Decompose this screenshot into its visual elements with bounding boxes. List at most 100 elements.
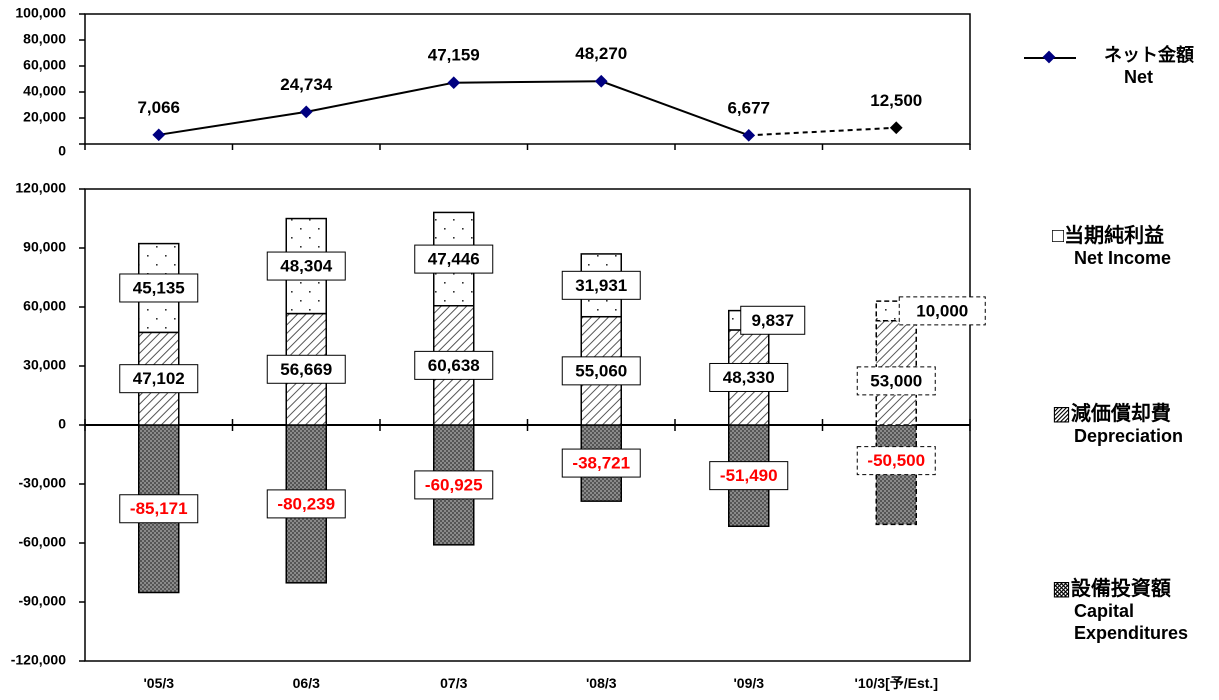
label-depreciation-box <box>414 350 494 380</box>
net-line-segment <box>748 126 897 137</box>
label-depreciation-box <box>709 362 789 392</box>
bottom-y-tick-label: -30,000 <box>19 475 67 491</box>
net-income-swatch-icon: □ <box>1052 225 1065 247</box>
legend-capex-label-ja: 設備投資額 <box>1070 578 1171 600</box>
net-line-segment <box>306 81 454 113</box>
net-point <box>742 128 756 142</box>
legend-net-label-ja: ネット金額 <box>1104 45 1194 65</box>
label-capex: -85,171 <box>119 494 199 524</box>
label-capex-text: -85,171 <box>130 499 188 518</box>
label-capex: -38,721 <box>561 448 641 478</box>
label-capex: -80,239 <box>266 489 346 519</box>
label-depreciation-text: 55,060 <box>575 361 627 380</box>
top-y-tick-label: 0 <box>58 143 66 159</box>
label-depreciation: 55,060 <box>561 356 641 386</box>
legend-net-income-label-ja: 当期純利益 <box>1064 225 1165 247</box>
x-category-label: '05/3 <box>143 675 174 691</box>
legend-depreciation-label-en: Depreciation <box>1074 426 1184 446</box>
label-depreciation-text: 47,102 <box>133 369 185 388</box>
legend-capex: ▩設備投資額 Capital Expenditures <box>1052 578 1188 644</box>
net-data-label: 7,066 <box>137 98 180 117</box>
label-depreciation-text: 56,669 <box>280 360 332 379</box>
bottom-y-tick-label: -90,000 <box>19 593 67 609</box>
top-line-plot: 0 20,000 40,000 60,000 80,000 100,000 7,066 24,… <box>15 5 971 159</box>
capex-swatch-icon: ▩ <box>1052 578 1071 600</box>
label-depreciation: 60,638 <box>414 350 494 380</box>
label-depreciation: 47,102 <box>119 364 199 394</box>
label-net-income-box <box>740 305 806 335</box>
label-depreciation-box <box>266 354 346 384</box>
net-point <box>299 105 313 119</box>
bottom-y-tick-label: -120,000 <box>11 652 66 668</box>
label-net-income-text: 31,931 <box>575 276 627 295</box>
label-depreciation-text: 60,638 <box>428 356 480 375</box>
legend-capex-label-en-1: Capital <box>1074 601 1135 621</box>
bottom-y-tick-label: 90,000 <box>23 239 66 255</box>
net-line-segment <box>453 80 602 84</box>
label-depreciation-box <box>561 356 641 386</box>
label-depreciation-text: 48,330 <box>723 368 775 387</box>
label-net-income-text: 9,837 <box>751 311 794 330</box>
label-net-income: 9,837 <box>740 305 806 335</box>
net-point <box>594 74 608 88</box>
label-capex-box <box>266 489 346 519</box>
label-capex-text: -80,239 <box>277 494 335 513</box>
label-capex: -50,500 <box>856 446 936 476</box>
label-net-income-box <box>119 273 199 303</box>
net-point <box>889 121 903 135</box>
label-capex-text: -38,721 <box>572 454 630 473</box>
bottom-y-tick-label: -60,000 <box>19 534 67 550</box>
label-net-income: 45,135 <box>119 273 199 303</box>
bottom-bar-plot: 120,000 90,000 60,000 30,000 0 -30,000 -60,000… <box>11 180 986 691</box>
depreciation-swatch-icon: ▨ <box>1052 403 1071 425</box>
net-data-label: 47,159 <box>428 46 480 65</box>
x-category-label: 06/3 <box>293 675 320 691</box>
label-depreciation: 53,000 <box>856 366 936 396</box>
legend-depreciation-label-ja: 減価償却費 <box>1070 403 1171 425</box>
top-y-tick-label: 40,000 <box>23 83 66 99</box>
label-depreciation-box <box>119 364 199 394</box>
label-depreciation-box <box>856 366 936 396</box>
net-data-label: 12,500 <box>870 91 922 110</box>
label-capex-text: -60,925 <box>425 475 483 494</box>
legend-net-line-icon <box>1024 50 1076 64</box>
x-category-label: '08/3 <box>586 675 617 691</box>
label-net-income-box <box>266 251 346 281</box>
x-category-label: '09/3 <box>733 675 764 691</box>
bottom-y-tick-label: 120,000 <box>15 180 66 196</box>
label-capex: -60,925 <box>414 470 494 500</box>
top-y-tick-label: 60,000 <box>23 57 66 73</box>
label-net-income-box <box>414 244 494 274</box>
label-net-income: 31,931 <box>561 270 641 300</box>
label-net-income-box <box>561 270 641 300</box>
label-net-income-text: 10,000 <box>916 301 968 320</box>
label-capex-box <box>709 461 789 491</box>
label-net-income: 47,446 <box>414 244 494 274</box>
top-y-tick-label: 20,000 <box>23 109 66 125</box>
label-capex: -51,490 <box>709 461 789 491</box>
bottom-y-tick-label: 60,000 <box>23 298 66 314</box>
legend-depreciation: ▨減価償却費 Depreciation <box>1052 403 1183 447</box>
net-data-label: 6,677 <box>727 98 770 117</box>
label-depreciation: 48,330 <box>709 362 789 392</box>
net-point <box>447 76 461 90</box>
legend-net-label-en: Net <box>1124 67 1154 87</box>
top-y-tick-label: 80,000 <box>23 31 66 47</box>
net-line-segment <box>600 80 750 137</box>
legend-net-income: □当期純利益 Net Income <box>1052 225 1171 269</box>
legend-capex-label-en-2: Expenditures <box>1074 623 1189 643</box>
label-net-income: 10,000 <box>898 296 986 326</box>
net-point <box>152 128 166 142</box>
label-net-income-box <box>898 296 986 326</box>
top-y-tick-label: 100,000 <box>15 5 66 21</box>
label-net-income-text: 47,446 <box>428 250 480 269</box>
label-net-income-text: 45,135 <box>133 278 185 297</box>
label-capex-text: -50,500 <box>867 451 925 470</box>
net-line-segment <box>158 110 307 136</box>
bottom-y-tick-label: 0 <box>58 416 66 432</box>
bottom-y-tick-label: 30,000 <box>23 357 66 373</box>
label-depreciation: 56,669 <box>266 354 346 384</box>
label-capex-box <box>856 446 936 476</box>
label-depreciation-text: 53,000 <box>870 371 922 390</box>
